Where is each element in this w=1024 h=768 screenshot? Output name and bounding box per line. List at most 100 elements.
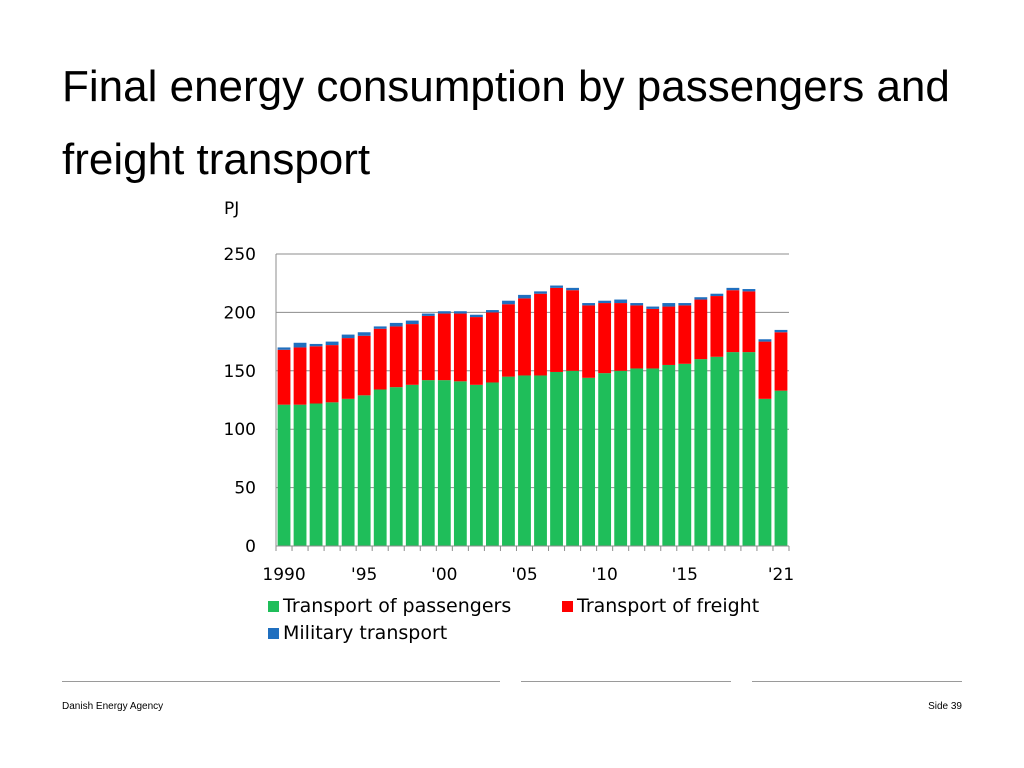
bar-2005-transport-of-freight xyxy=(518,298,531,376)
footer-page-number: Side 39 xyxy=(928,701,962,712)
bar-2009-transport-of-freight xyxy=(582,305,596,378)
bar-2008-transport-of-freight xyxy=(566,290,579,371)
footer-divider-right xyxy=(752,681,962,682)
bar-2001-military-transport xyxy=(453,311,467,314)
bar-1994-transport-of-passengers xyxy=(341,398,355,546)
footer-organization: Danish Energy Agency xyxy=(62,701,164,712)
bar-2004-transport-of-freight xyxy=(502,304,515,377)
y-tick-label: 200 xyxy=(224,303,256,323)
bar-1991-transport-of-passengers xyxy=(293,404,307,546)
bar-2009-military-transport xyxy=(582,303,596,306)
slide-title: Final energy consumption by passengers a… xyxy=(62,62,950,184)
bar-2006-transport-of-passengers xyxy=(534,375,547,546)
legend-swatch-military-transport xyxy=(268,628,279,639)
bar-2018-military-transport xyxy=(726,287,740,291)
bar-2021-transport-of-passengers xyxy=(774,390,788,546)
bar-2009-transport-of-passengers xyxy=(582,377,596,546)
bar-1997-military-transport xyxy=(389,322,403,327)
bar-2007-transport-of-passengers xyxy=(550,371,563,546)
x-tick-label: '10 xyxy=(591,565,617,585)
bar-2013-transport-of-passengers xyxy=(646,368,660,546)
bar-2003-military-transport xyxy=(486,310,499,313)
bar-2012-military-transport xyxy=(630,303,644,306)
bar-2018-transport-of-freight xyxy=(726,290,740,353)
y-tick-label: 100 xyxy=(224,420,256,440)
bar-2016-transport-of-freight xyxy=(694,299,708,360)
bar-1992-transport-of-freight xyxy=(309,346,323,404)
bar-2014-transport-of-freight xyxy=(662,306,676,365)
bar-1995-transport-of-passengers xyxy=(357,395,371,546)
bar-1991-transport-of-freight xyxy=(293,347,307,405)
bar-2007-military-transport xyxy=(550,285,563,288)
bar-2011-transport-of-freight xyxy=(614,303,628,371)
bar-1994-transport-of-freight xyxy=(341,338,355,399)
bar-1999-transport-of-passengers xyxy=(421,380,435,546)
bar-2001-transport-of-freight xyxy=(453,313,467,382)
bar-2000-military-transport xyxy=(437,311,451,314)
y-tick-label: 0 xyxy=(245,537,256,557)
bar-2005-transport-of-passengers xyxy=(518,375,531,546)
bar-1993-transport-of-freight xyxy=(325,345,339,403)
legend-swatch-transport-of-freight xyxy=(562,601,573,612)
bar-2012-transport-of-freight xyxy=(630,305,644,369)
y-tick-label: 50 xyxy=(234,479,256,499)
bar-1995-transport-of-freight xyxy=(357,335,371,396)
bar-1993-transport-of-passengers xyxy=(325,402,339,546)
x-tick-label: 1990 xyxy=(262,565,305,585)
bar-2019-transport-of-passengers xyxy=(742,352,756,546)
bar-2020-military-transport xyxy=(758,339,772,342)
bar-2010-transport-of-passengers xyxy=(598,373,612,546)
bar-2020-transport-of-passengers xyxy=(758,398,772,546)
bar-2015-transport-of-freight xyxy=(678,305,692,364)
bar-1997-transport-of-passengers xyxy=(389,387,403,546)
bar-2016-military-transport xyxy=(694,297,708,300)
bar-1990-military-transport xyxy=(277,347,291,350)
x-tick-label: '00 xyxy=(431,565,457,585)
legend-swatch-transport-of-passengers xyxy=(268,601,279,612)
legend-label: Transport of passengers xyxy=(282,595,511,617)
bar-2021-military-transport xyxy=(774,329,788,333)
bars xyxy=(277,285,788,546)
y-axis-label: PJ xyxy=(224,199,239,219)
x-tick-label: '05 xyxy=(511,565,537,585)
bar-2016-transport-of-passengers xyxy=(694,359,708,546)
bar-2011-military-transport xyxy=(614,299,628,304)
bar-1996-transport-of-freight xyxy=(373,328,387,390)
bar-2004-transport-of-passengers xyxy=(502,376,515,546)
bar-2008-transport-of-passengers xyxy=(566,370,579,546)
bar-2006-military-transport xyxy=(534,291,547,294)
bar-2018-transport-of-passengers xyxy=(726,352,740,546)
bar-2005-military-transport xyxy=(518,294,531,299)
bar-2001-transport-of-passengers xyxy=(453,381,467,546)
bar-1998-transport-of-passengers xyxy=(405,384,419,546)
bar-2003-transport-of-freight xyxy=(486,312,499,383)
bar-1997-transport-of-freight xyxy=(389,326,403,388)
bar-2020-transport-of-freight xyxy=(758,341,772,399)
bar-2008-military-transport xyxy=(566,287,579,291)
bar-1996-transport-of-passengers xyxy=(373,389,387,546)
x-tick-label: '15 xyxy=(672,565,698,585)
bar-2002-military-transport xyxy=(469,314,483,318)
bar-2010-military-transport xyxy=(598,300,612,304)
legend: Transport of passengers Transport of frei… xyxy=(268,595,759,644)
bar-2006-transport-of-freight xyxy=(534,293,547,376)
bar-1998-transport-of-freight xyxy=(405,324,419,385)
axes: 0 50 100 150 200 250 1990 '95 '00 '05 '10 '15 '21 xyxy=(224,245,795,585)
bar-1999-military-transport xyxy=(421,313,435,316)
bar-2013-military-transport xyxy=(646,306,660,309)
bar-1999-transport-of-freight xyxy=(421,315,435,381)
bar-1998-military-transport xyxy=(405,320,419,325)
bar-1990-transport-of-freight xyxy=(277,349,291,405)
bar-2013-transport-of-freight xyxy=(646,308,660,369)
bar-2017-transport-of-passengers xyxy=(710,356,724,546)
bar-1995-military-transport xyxy=(357,332,371,336)
bar-2017-military-transport xyxy=(710,293,724,297)
bar-2015-military-transport xyxy=(678,303,692,306)
bar-1992-military-transport xyxy=(309,343,323,347)
bar-2000-transport-of-freight xyxy=(437,313,451,381)
bar-2004-military-transport xyxy=(502,300,515,305)
bar-2002-transport-of-freight xyxy=(469,317,483,385)
footer-divider-middle xyxy=(521,681,731,682)
bar-2002-transport-of-passengers xyxy=(469,384,483,546)
